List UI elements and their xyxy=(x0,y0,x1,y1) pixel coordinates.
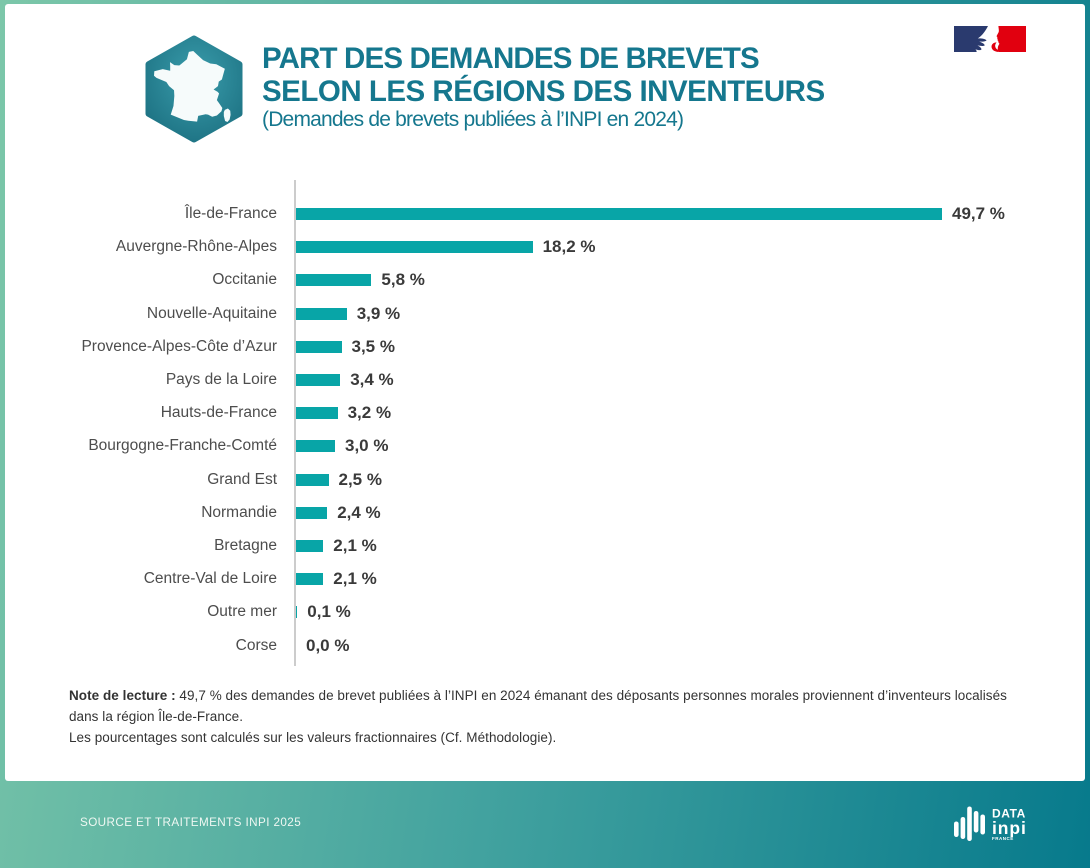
svg-text:FRANCE: FRANCE xyxy=(992,836,1014,841)
svg-text:inpi: inpi xyxy=(992,818,1027,838)
svg-text:DATA: DATA xyxy=(992,806,1026,820)
